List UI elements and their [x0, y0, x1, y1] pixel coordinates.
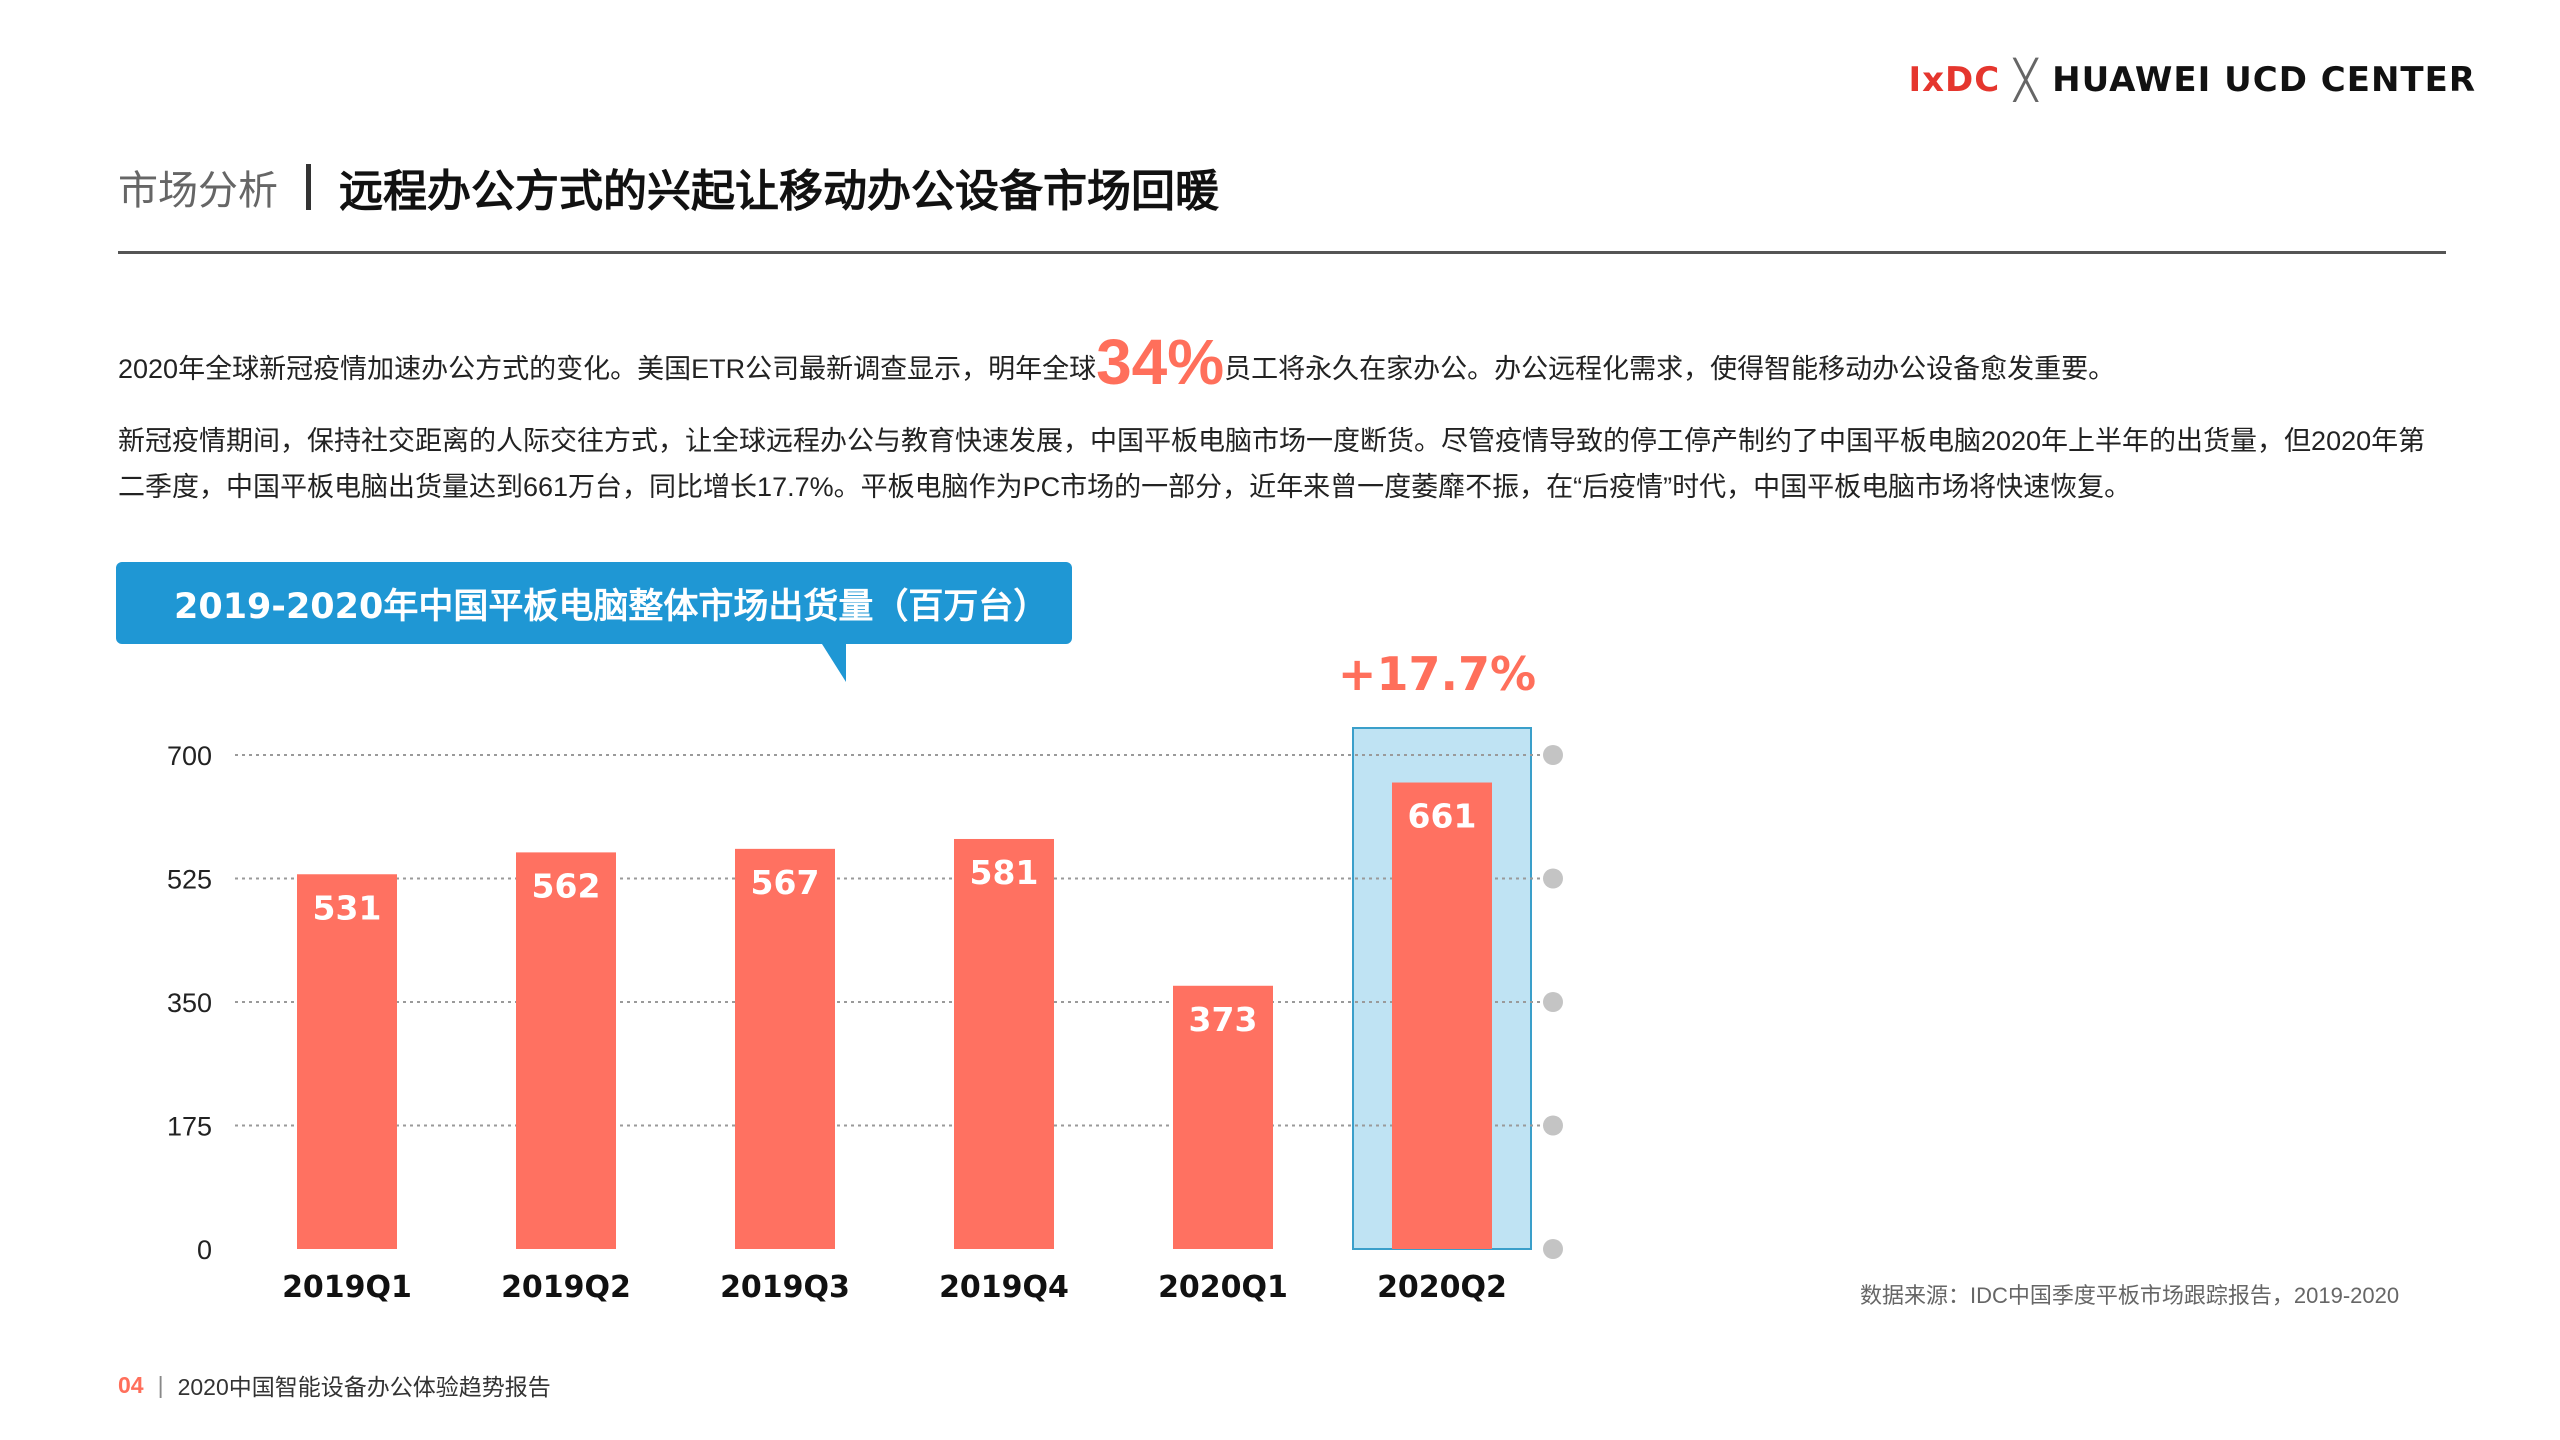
bar — [735, 848, 835, 1249]
y-tick-label: 700 — [167, 741, 212, 771]
intro-p1-before: 2020年全球新冠疫情加速办公方式的变化。美国ETR公司最新调查显示，明年全球 — [118, 354, 1097, 384]
header-rule — [118, 251, 2446, 254]
page-number: 04 — [118, 1371, 144, 1398]
gridline-end-dot — [1543, 1239, 1563, 1259]
page-footer: 04 | 2020中国智能设备办公体验趋势报告 — [118, 1368, 551, 1402]
bar — [1392, 782, 1492, 1249]
bar-value-label: 661 — [1408, 797, 1477, 836]
section-label: 市场分析 — [118, 169, 278, 213]
intro-paragraph-2: 新冠疫情期间，保持社交距离的人际交往方式，让全球远程办公与教育快速发展，中国平板… — [118, 426, 2426, 502]
bar — [516, 852, 616, 1249]
x-tick-label: 2019Q3 — [720, 1270, 850, 1305]
bar-value-label: 562 — [532, 866, 601, 905]
bar-value-label: 373 — [1189, 1000, 1258, 1039]
bar — [1173, 985, 1273, 1249]
gridline-end-dot — [1543, 1115, 1563, 1136]
bar-value-label: 581 — [970, 853, 1039, 892]
bar-value-label: 567 — [751, 863, 820, 902]
banner-pointer — [822, 644, 846, 682]
bar-value-label: 531 — [313, 888, 382, 927]
page-header: 市场分析 远程办公方式的兴起让移动办公设备市场回暖 — [118, 155, 1219, 219]
y-tick-label: 525 — [167, 865, 212, 895]
y-tick-label: 350 — [167, 988, 212, 1018]
bar — [954, 838, 1054, 1249]
header-divider — [306, 164, 311, 210]
logo-separator: ╳ — [2014, 58, 2039, 102]
x-tick-label: 2019Q2 — [501, 1270, 631, 1305]
page-title: 远程办公方式的兴起让移动办公设备市场回暖 — [339, 166, 1219, 217]
x-tick-label: 2019Q1 — [282, 1270, 412, 1305]
report-title: 2020中国智能设备办公体验趋势报告 — [177, 1374, 551, 1400]
intro-p1-after: 员工将永久在家办公。办公远程化需求，使得智能移动办公设备愈发重要。 — [1224, 354, 2116, 384]
intro-paragraph-1: 2020年全球新冠疫情加速办公方式的变化。美国ETR公司最新调查显示，明年全球3… — [118, 318, 2448, 408]
huawei-logo-text: HUAWEI UCD CENTER — [2052, 60, 2476, 100]
gridline-end-dot — [1543, 745, 1563, 765]
chart-title-banner: 2019-2020年中国平板电脑整体市场出货量（百万台） — [116, 562, 1072, 644]
bar — [297, 874, 397, 1249]
data-source-note: 数据来源：IDC中国季度平板市场跟踪报告，2019-2020 — [1860, 1283, 2400, 1308]
x-tick-label: 2019Q4 — [939, 1270, 1069, 1305]
brand-logo: IxDC ╳ HUAWEI UCD CENTER — [1908, 58, 2476, 102]
highlight-percent: 34% — [1096, 326, 1225, 398]
footer-divider: | — [157, 1371, 164, 1398]
gridline-end-dot — [1543, 868, 1563, 889]
x-tick-label: 2020Q2 — [1377, 1270, 1507, 1305]
ixdc-logo-text: IxDC — [1908, 60, 2001, 100]
chart-title: 2019-2020年中国平板电脑整体市场出货量（百万台） — [174, 586, 1049, 627]
y-tick-label: 0 — [197, 1235, 212, 1265]
y-tick-label: 175 — [167, 1112, 212, 1142]
growth-annotation: +17.7% — [1338, 647, 1536, 701]
gridline-end-dot — [1543, 992, 1563, 1012]
x-tick-label: 2020Q1 — [1158, 1270, 1288, 1305]
